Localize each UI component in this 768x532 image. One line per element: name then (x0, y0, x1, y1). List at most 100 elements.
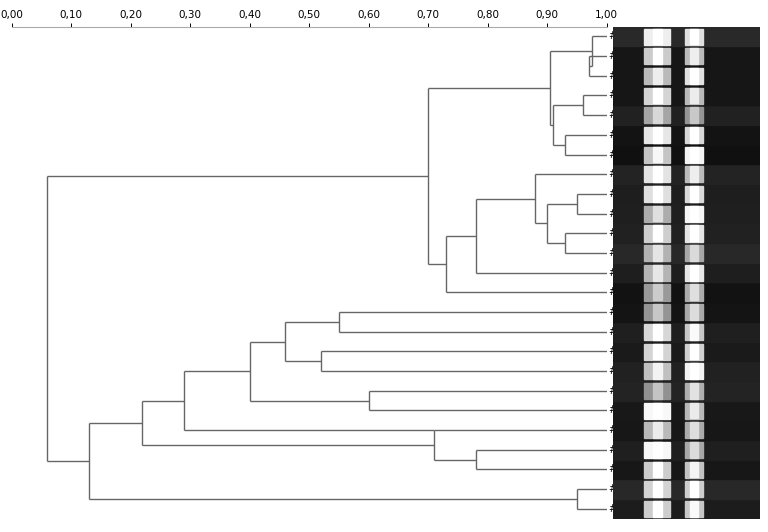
Bar (613, 361, 760, 381)
Text: #24: #24 (608, 484, 628, 494)
Bar (653, 147, 661, 162)
Bar (613, 86, 760, 105)
Text: #11: #11 (608, 346, 628, 356)
Bar (685, 462, 703, 478)
Bar (653, 344, 661, 359)
Bar (653, 501, 661, 517)
Bar (613, 145, 760, 164)
Bar (690, 501, 698, 517)
Bar (644, 206, 670, 222)
Text: #27: #27 (608, 268, 628, 278)
Bar (644, 107, 670, 123)
Bar (690, 107, 698, 123)
Bar (644, 344, 670, 360)
Bar (613, 164, 760, 184)
Bar (653, 206, 661, 221)
Text: #4: #4 (608, 130, 622, 140)
Text: #25: #25 (608, 366, 628, 376)
Bar (653, 383, 661, 398)
Bar (690, 285, 698, 300)
Text: #18: #18 (608, 71, 628, 81)
Bar (644, 383, 670, 399)
Bar (644, 304, 670, 320)
Bar (613, 440, 760, 460)
Bar (685, 107, 703, 123)
Bar (653, 462, 661, 477)
Bar (653, 107, 661, 123)
Bar (613, 381, 760, 401)
Bar (685, 442, 703, 458)
Bar (653, 167, 661, 182)
Bar (653, 245, 661, 261)
Bar (653, 304, 661, 320)
Bar (613, 282, 760, 302)
Bar (690, 48, 698, 64)
Bar (685, 403, 703, 419)
Bar (644, 68, 670, 84)
Bar (685, 304, 703, 320)
Bar (644, 226, 670, 242)
Bar (644, 127, 670, 143)
Bar (685, 48, 703, 64)
Bar (613, 66, 760, 86)
Bar (644, 186, 670, 202)
Bar (690, 68, 698, 84)
Bar (644, 403, 670, 419)
Bar (644, 147, 670, 163)
Bar (613, 105, 760, 125)
Bar (613, 401, 760, 420)
Text: #2: #2 (608, 287, 622, 297)
Bar (685, 285, 703, 301)
Bar (613, 223, 760, 243)
Bar (613, 46, 760, 66)
Bar (685, 265, 703, 281)
Bar (685, 481, 703, 497)
Bar (653, 88, 661, 103)
Text: #16: #16 (608, 307, 628, 317)
Bar (644, 285, 670, 301)
Bar (685, 206, 703, 222)
Text: #17: #17 (608, 51, 628, 61)
Bar (685, 501, 703, 517)
Bar (613, 125, 760, 145)
Bar (690, 481, 698, 497)
Text: #6: #6 (608, 386, 622, 396)
Text: #9: #9 (608, 248, 622, 258)
Bar (653, 265, 661, 280)
Bar (613, 420, 760, 440)
Bar (690, 88, 698, 103)
Bar (653, 324, 661, 339)
Bar (613, 27, 760, 46)
Bar (690, 29, 698, 44)
Bar (644, 363, 670, 379)
Bar (685, 127, 703, 143)
Text: #21: #21 (608, 327, 628, 337)
Bar (690, 324, 698, 339)
Bar (685, 68, 703, 84)
Bar (690, 245, 698, 261)
Bar (690, 186, 698, 202)
Bar (685, 186, 703, 202)
Text: #23: #23 (608, 405, 628, 415)
Bar (690, 363, 698, 379)
Bar (685, 363, 703, 379)
Text: #8: #8 (608, 169, 622, 179)
Bar (690, 422, 698, 438)
Bar (653, 186, 661, 202)
Bar (644, 442, 670, 458)
Bar (690, 403, 698, 418)
Text: #13: #13 (608, 445, 628, 455)
Bar (613, 322, 760, 342)
Bar (653, 442, 661, 458)
Bar (690, 206, 698, 221)
Bar (653, 226, 661, 241)
Bar (685, 167, 703, 182)
Bar (653, 481, 661, 497)
Bar (613, 342, 760, 361)
Bar (644, 88, 670, 104)
Bar (644, 245, 670, 261)
Bar (685, 383, 703, 399)
Bar (644, 462, 670, 478)
Bar (613, 204, 760, 223)
Bar (685, 147, 703, 163)
